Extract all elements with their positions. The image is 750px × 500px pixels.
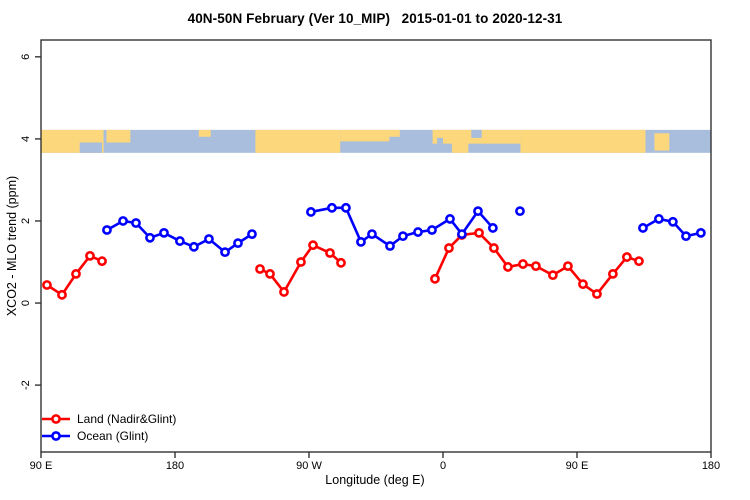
x-tick-label: 90 E: [30, 460, 53, 472]
ocean-series-point: [306, 207, 316, 217]
ocean-series-point: [102, 225, 112, 235]
land-series-point: [474, 227, 484, 238]
map-band-land-patch: [255, 129, 341, 153]
land-series-point: [71, 269, 81, 279]
ocean-series-point: [681, 231, 691, 242]
y-axis-label: XCO2 - MLO trend (ppm): [5, 175, 19, 317]
land-series-point: [592, 289, 602, 299]
map-band-ocean-patch: [79, 142, 103, 153]
y-tick-label: 0: [20, 300, 32, 306]
ocean-series-point: [487, 223, 498, 233]
land-series-point: [265, 269, 275, 279]
legend-label-land: Land (Nadir&Glint): [77, 411, 177, 426]
land-series-point: [547, 270, 558, 281]
ocean-series-point: [131, 218, 141, 228]
land-series-point: [444, 243, 454, 253]
chart-title: 40N-50N February (Ver 10_MIP) 2015-01-01…: [187, 11, 563, 26]
x-tick-label: 90 W: [296, 460, 322, 472]
legend: Land (Nadir&Glint) Ocean (Glint): [41, 410, 176, 444]
land-series-point: [296, 257, 306, 267]
ocean-series-point: [413, 227, 423, 237]
map-band-land-patch: [340, 129, 390, 142]
map-band-land-patch: [654, 133, 670, 151]
y-tick-label: -2: [20, 380, 32, 390]
map-band-ocean-patch: [437, 137, 443, 144]
land-series-point: [518, 259, 528, 269]
ocean-series-point: [667, 216, 678, 227]
ocean-series-point: [145, 232, 155, 243]
land-series-point: [634, 256, 644, 267]
land-series-point: [308, 240, 318, 251]
land-series-point: [531, 261, 541, 272]
y-tick-label: 2: [20, 218, 32, 224]
ocean-series-point: [175, 236, 185, 246]
ocean-series-point: [457, 229, 467, 239]
land-series-point: [279, 287, 289, 297]
ocean-series-point: [515, 206, 525, 217]
y-tick-label: 6: [20, 54, 32, 60]
land-series-point: [430, 273, 440, 284]
ocean-series-point: [398, 231, 408, 242]
x-tick-label: 90 E: [566, 460, 589, 472]
ocean-series-point: [247, 229, 257, 239]
ocean-series-point: [189, 241, 199, 252]
land-series-point: [42, 280, 52, 290]
land-series-point: [85, 250, 95, 261]
ocean-series-point: [220, 247, 230, 258]
ocean-series-point: [473, 206, 483, 217]
ocean-series-point: [653, 214, 664, 224]
ocean-series-point: [159, 227, 169, 238]
land-series-point: [621, 252, 632, 262]
y-tick-label: 4: [20, 136, 32, 142]
ocean-series-point: [367, 229, 377, 239]
land-series-point: [563, 261, 573, 272]
ocean-series-swatch-icon: [42, 430, 70, 441]
land-series-point: [607, 269, 618, 279]
legend-item-ocean: Ocean (Glint): [41, 427, 176, 444]
map-band-land-patch: [520, 129, 646, 153]
x-tick-label: 180: [702, 460, 720, 472]
land-series-point: [578, 279, 588, 290]
ocean-series-point: [638, 223, 648, 233]
x-axis-label: Longitude (deg E): [325, 473, 425, 487]
map-band-land-patch: [106, 129, 131, 143]
ocean-series-point: [233, 238, 243, 249]
map-band-land-patch: [198, 129, 211, 137]
ocean-series-point: [118, 216, 128, 226]
map-band-ocean-patch: [471, 129, 482, 138]
legend-label-ocean: Ocean (Glint): [77, 428, 149, 443]
ocean-series-point: [385, 241, 395, 251]
ocean-series-point: [356, 236, 366, 247]
x-tick-label: 0: [440, 460, 446, 472]
ocean-series-point: [327, 202, 337, 213]
legend-item-land: Land (Nadir&Glint): [41, 410, 176, 427]
land-series-point: [489, 243, 499, 253]
ocean-series-point: [445, 214, 455, 224]
land-series-point: [57, 289, 67, 300]
land-series-swatch-icon: [42, 413, 70, 424]
ocean-series-point: [427, 225, 437, 235]
land-series-point: [97, 256, 107, 267]
land-series-point: [255, 264, 265, 274]
land-series-point: [336, 257, 346, 268]
ocean-series-point: [204, 234, 214, 244]
map-band-land-patch: [451, 141, 469, 153]
plot-border: [40, 39, 712, 453]
x-tick-label: 180: [166, 460, 184, 472]
ocean-series-point: [341, 202, 351, 213]
map-band-land-patch: [389, 129, 400, 137]
ocean-series-point: [695, 227, 706, 238]
land-series-point: [325, 248, 335, 258]
land-series-point: [503, 262, 513, 272]
